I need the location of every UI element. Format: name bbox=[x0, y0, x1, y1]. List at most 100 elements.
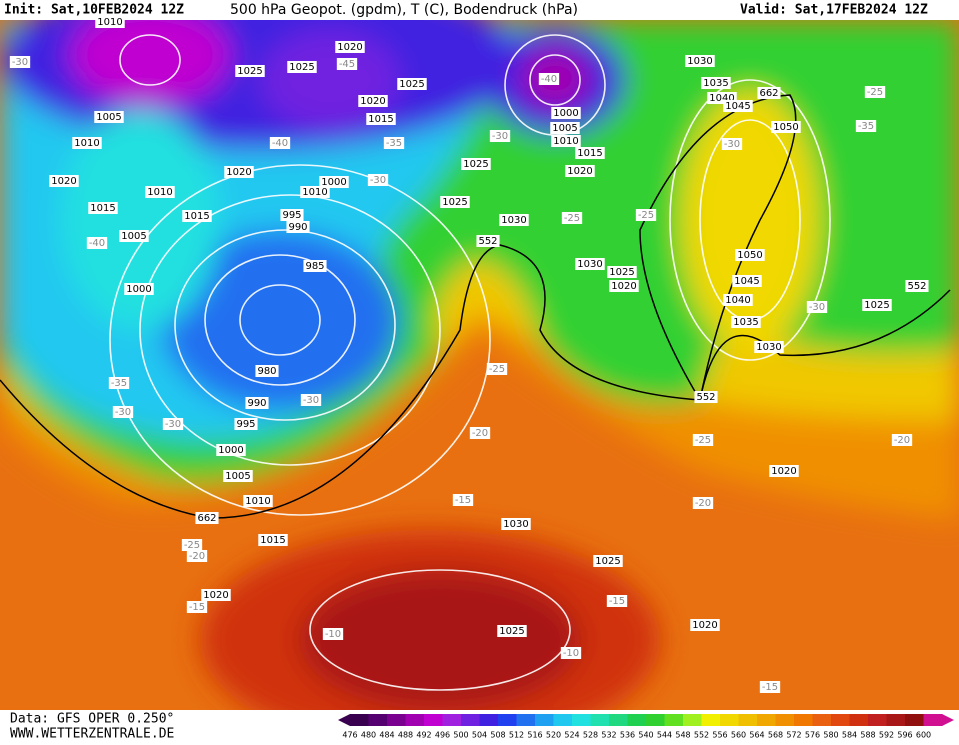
temperature-label-box bbox=[891, 434, 913, 446]
isobar-label: 1030 bbox=[754, 341, 784, 353]
colorbar-label: 508 bbox=[490, 731, 505, 740]
colorbar-label: 500 bbox=[453, 731, 468, 740]
isobar-label-box bbox=[287, 61, 317, 73]
isobar-label-box bbox=[754, 341, 784, 353]
isobar-label-box bbox=[300, 186, 330, 198]
temperature-label-text: -40 bbox=[541, 74, 557, 85]
isobar-label-box bbox=[723, 100, 753, 112]
isobar-label-box bbox=[145, 186, 175, 198]
isobar-label: 1010 bbox=[551, 135, 581, 147]
isobar-label-box bbox=[735, 249, 765, 261]
isobar-label-box bbox=[235, 65, 265, 77]
isobar-label-text: 1010 bbox=[97, 17, 122, 28]
isobar-label-text: 1025 bbox=[864, 300, 889, 311]
temperature-label-text: -45 bbox=[339, 59, 355, 70]
isobar-label: 1015 bbox=[366, 113, 396, 125]
isobar-label: 1010 bbox=[243, 495, 273, 507]
temperature-label: -25 bbox=[864, 86, 886, 98]
temperature-label-box bbox=[367, 174, 389, 186]
isobar-label-box bbox=[771, 121, 801, 133]
temperature-label: -15 bbox=[186, 601, 208, 613]
isobar-label: 1025 bbox=[497, 625, 527, 637]
temperature-label: -20 bbox=[692, 497, 714, 509]
isobar-label: 1000 bbox=[319, 176, 349, 188]
isobar-label-text: 990 bbox=[247, 398, 266, 409]
isobar-label-box bbox=[319, 176, 349, 188]
colorbar-swatch bbox=[627, 714, 647, 726]
isobar-label-text: 990 bbox=[288, 222, 307, 233]
isobar-label-text: 1020 bbox=[692, 620, 717, 631]
temperature-label-text: -30 bbox=[12, 57, 28, 68]
isobar-label: 1025 bbox=[235, 65, 265, 77]
temperature-label-box bbox=[855, 120, 877, 132]
isobar-label-text: 1025 bbox=[289, 62, 314, 73]
isobar-label: 1025 bbox=[461, 158, 491, 170]
isobar-label: 990 bbox=[245, 397, 269, 409]
isobar-label-box bbox=[72, 137, 102, 149]
isobar-label: 1025 bbox=[593, 555, 623, 567]
temperature-label-box bbox=[635, 209, 657, 221]
isobar-label: 1040 bbox=[723, 294, 753, 306]
isobar-label-text: 1000 bbox=[321, 177, 346, 188]
isobar-label: 1020 bbox=[358, 95, 388, 107]
colorbar-swatch bbox=[757, 714, 776, 726]
colorbar-label: 600 bbox=[916, 731, 931, 740]
colorbar-swatch bbox=[849, 714, 869, 726]
isobar-label-text: 1000 bbox=[126, 284, 151, 295]
temperature-label-text: -25 bbox=[695, 435, 711, 446]
isobar-label-text: 995 bbox=[236, 419, 255, 430]
colorbar-label: 588 bbox=[860, 731, 875, 740]
temperature-label: -25 bbox=[561, 212, 583, 224]
height-label-text: 552 bbox=[696, 392, 715, 403]
height-label-box bbox=[476, 235, 500, 247]
temperature-label: -30 bbox=[9, 56, 31, 68]
colorbar-label: 532 bbox=[601, 731, 616, 740]
isobar-label-box bbox=[499, 214, 529, 226]
temperature-label-text: -40 bbox=[272, 138, 288, 149]
height-label-box bbox=[694, 391, 718, 403]
colorbar-swatch bbox=[831, 714, 850, 726]
colorbar-label: 504 bbox=[472, 731, 487, 740]
colorbar: 476 480 484 488 492 496 500 504 508 512 516 520 524 5… bbox=[338, 714, 954, 740]
isobar-label-text: 1020 bbox=[226, 167, 251, 178]
temperature-label: -35 bbox=[383, 137, 405, 149]
temperature-label-box bbox=[336, 58, 358, 70]
isobar-label: 1030 bbox=[575, 258, 605, 270]
isobar-label-box bbox=[575, 147, 605, 159]
isobar-label-box bbox=[286, 221, 310, 233]
isobar-label-box bbox=[366, 113, 396, 125]
colorbar-label: 536 bbox=[620, 731, 635, 740]
isobar-label-box bbox=[461, 158, 491, 170]
isobar-label: 1020 bbox=[565, 165, 595, 177]
isobar-label-text: 1020 bbox=[51, 176, 76, 187]
temperature-label: -45 bbox=[336, 58, 358, 70]
isobar-label-box bbox=[255, 365, 279, 377]
temperature-label-box bbox=[86, 237, 108, 249]
isobar-label-box bbox=[201, 589, 231, 601]
colorbar-label: 556 bbox=[712, 731, 727, 740]
isobar-label-box bbox=[701, 77, 731, 89]
isobar-label: 1045 bbox=[723, 100, 753, 112]
isobar-label-text: 985 bbox=[305, 261, 324, 272]
isobar-label-box bbox=[95, 16, 125, 28]
isobar-label-text: 1000 bbox=[553, 108, 578, 119]
colorbar-swatch bbox=[387, 714, 406, 726]
temperature-label-text: -30 bbox=[115, 407, 131, 418]
valid-time: Valid: Sat,17FEB2024 12Z bbox=[740, 3, 928, 18]
isobar-label-box bbox=[49, 175, 79, 187]
isobar-label-box bbox=[565, 165, 595, 177]
height-label-text: 662 bbox=[759, 88, 778, 99]
temperature-label-box bbox=[560, 647, 582, 659]
isobar-label-text: 1020 bbox=[611, 281, 636, 292]
colorbar-label: 484 bbox=[379, 731, 394, 740]
temperature-label-text: -25 bbox=[564, 213, 580, 224]
isobar-label-text: 1030 bbox=[577, 259, 602, 270]
colorbar-swatch bbox=[923, 714, 943, 726]
isobar-label: 1010 bbox=[72, 137, 102, 149]
temperature-label: -25 bbox=[181, 539, 203, 551]
isobar-label-box bbox=[124, 283, 154, 295]
temperature-label: -30 bbox=[300, 394, 322, 406]
isobar-label-box bbox=[862, 299, 892, 311]
isobar-label-text: 1015 bbox=[90, 203, 115, 214]
